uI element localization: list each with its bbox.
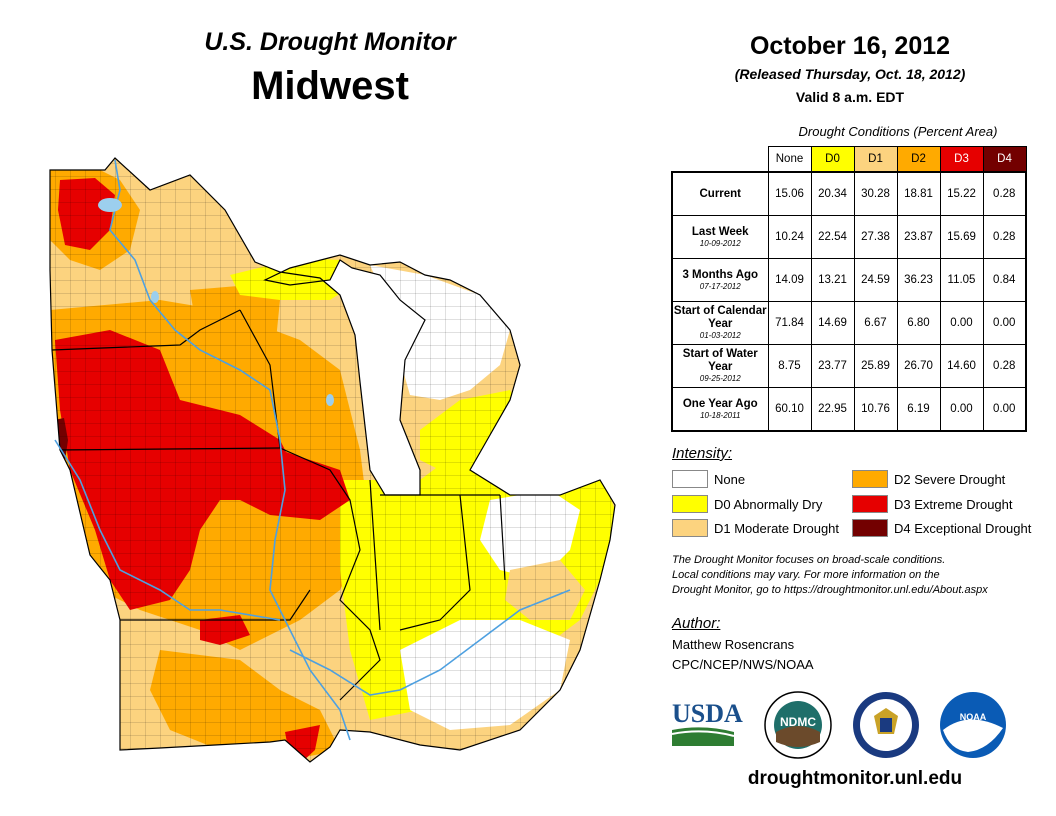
legend-item-d1: D1 Moderate Drought (672, 519, 839, 537)
legend-swatch (852, 470, 888, 488)
row-label: Last Week 10-09-2012 (671, 215, 769, 259)
table-cell: 6.80 (896, 301, 941, 345)
table-cell: 20.34 (810, 171, 855, 216)
usda-logo: USDA (671, 699, 743, 746)
map-subtitle: U.S. Drought Monitor (204, 28, 456, 56)
table-cell: 22.54 (810, 215, 855, 259)
table-row: One Year Ago 10-18-2011 60.10 22.95 10.76… (671, 387, 1027, 432)
table-cell: 14.60 (939, 344, 984, 388)
legend-swatch (672, 495, 708, 513)
row-label: One Year Ago 10-18-2011 (671, 387, 769, 432)
table-row: Current 15.06 20.34 30.28 18.81 15.22 0.… (671, 171, 1027, 216)
table-cell: 0.28 (982, 344, 1027, 388)
svg-text:USDA: USDA (672, 699, 743, 728)
table-cell: 25.89 (853, 344, 898, 388)
table-cell: 30.28 (853, 171, 898, 216)
table-cell: 26.70 (896, 344, 941, 388)
table-cell: 6.67 (853, 301, 898, 345)
table-caption: Drought Conditions (Percent Area) (798, 124, 998, 139)
table-cell: 24.59 (853, 258, 898, 302)
table-row: Start of Calendar Year 01-03-2012 71.84 1… (671, 301, 1027, 345)
col-header-d3: D3 (939, 146, 984, 173)
release-date: (Released Thursday, Oct. 18, 2012) (734, 66, 966, 82)
disclaimer-note: The Drought Monitor focuses on broad-sca… (672, 553, 1042, 598)
col-header-d0: D0 (810, 146, 855, 173)
table-cell: 10.24 (767, 215, 812, 259)
table-cell: 0.28 (982, 215, 1027, 259)
legend-swatch (852, 495, 888, 513)
table-cell: 14.69 (810, 301, 855, 345)
svg-text:NOAA: NOAA (960, 712, 987, 722)
legend-item-d4: D4 Exceptional Drought (852, 519, 1031, 537)
drought-map (49, 157, 616, 763)
col-header-d2: D2 (896, 146, 941, 173)
about-link[interactable]: Drought Monitor, go to https://droughtmo… (672, 584, 988, 596)
drought-conditions-table: None D0 D1 D2 D3 D4 Current 15.06 20.34 … (671, 146, 1027, 432)
table-cell: 14.09 (767, 258, 812, 302)
table-cell: 0.00 (982, 387, 1027, 432)
table-cell: 8.75 (767, 344, 812, 388)
table-row: 3 Months Ago 07-17-2012 14.09 13.21 24.59… (671, 258, 1027, 302)
table-cell: 27.38 (853, 215, 898, 259)
row-label: Start of Water Year 09-25-2012 (671, 344, 769, 388)
row-label: Current (671, 171, 769, 216)
table-cell: 0.00 (982, 301, 1027, 345)
table-cell: 0.00 (939, 387, 984, 432)
legend-item-d2: D2 Severe Drought (852, 470, 1005, 488)
table-row: Start of Water Year 09-25-2012 8.75 23.77… (671, 344, 1027, 388)
legend-title: Intensity: (672, 445, 733, 462)
lakes (98, 198, 334, 406)
site-url-link[interactable]: droughtmonitor.unl.edu (747, 768, 963, 789)
legend-swatch (852, 519, 888, 537)
table-cell: 11.05 (939, 258, 984, 302)
legend-item-d3: D3 Extreme Drought (852, 495, 1013, 513)
table-cell: 0.00 (939, 301, 984, 345)
noaa-logo: NOAA (940, 692, 1006, 758)
table-cell: 18.81 (896, 171, 941, 216)
col-header-d1: D1 (853, 146, 898, 173)
table-cell: 36.23 (896, 258, 941, 302)
state-boundaries (49, 157, 616, 763)
table-row: Last Week 10-09-2012 10.24 22.54 27.38 23… (671, 215, 1027, 259)
table-cell: 0.28 (982, 171, 1027, 216)
legend-swatch (672, 470, 708, 488)
table-cell: 23.77 (810, 344, 855, 388)
table-cell: 23.87 (896, 215, 941, 259)
rivers (54, 159, 571, 741)
col-header-none: None (767, 146, 812, 173)
col-header-d4: D4 (982, 146, 1027, 173)
row-label: 3 Months Ago 07-17-2012 (671, 258, 769, 302)
map-region-title: Midwest (251, 64, 409, 108)
table-cell: 15.06 (767, 171, 812, 216)
table-cell: 6.19 (896, 387, 941, 432)
legend-swatch (672, 519, 708, 537)
table-cell: 71.84 (767, 301, 812, 345)
commerce-seal-logo (853, 692, 919, 758)
table-cell: 0.84 (982, 258, 1027, 302)
table-cell: 22.95 (810, 387, 855, 432)
author-org: CPC/NCEP/NWS/NOAA (672, 657, 814, 672)
partner-logos: USDA NDMC NOAA (671, 691, 1006, 759)
table-cell: 15.22 (939, 171, 984, 216)
table-cell: 60.10 (767, 387, 812, 432)
svg-text:NDMC: NDMC (780, 715, 816, 729)
legend-item-none: None (672, 470, 745, 488)
ndmc-logo: NDMC (764, 691, 832, 759)
table-cell: 13.21 (810, 258, 855, 302)
table-cell: 15.69 (939, 215, 984, 259)
author-name: Matthew Rosencrans (672, 637, 795, 652)
map-date: October 16, 2012 (749, 32, 951, 60)
row-label: Start of Calendar Year 01-03-2012 (671, 301, 769, 345)
author-heading: Author: (672, 615, 721, 632)
table-cell: 10.76 (853, 387, 898, 432)
valid-time: Valid 8 a.m. EDT (795, 89, 905, 105)
legend-item-d0: D0 Abnormally Dry (672, 495, 822, 513)
